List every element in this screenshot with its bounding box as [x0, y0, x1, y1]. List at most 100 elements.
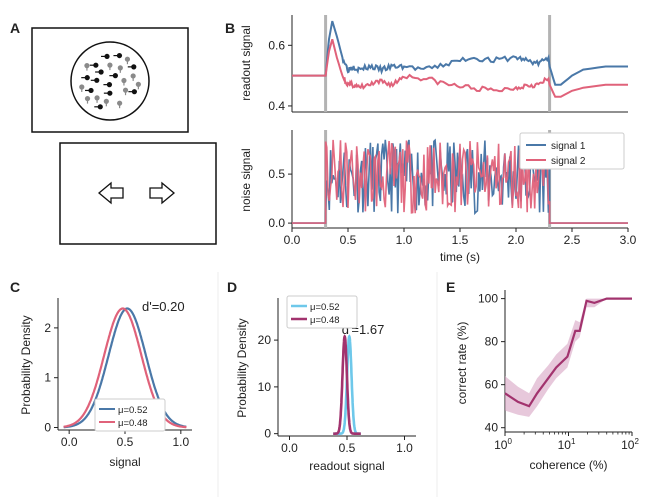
- dot: [117, 100, 123, 106]
- panel-label-c: C: [10, 279, 20, 295]
- dot: [98, 69, 104, 75]
- dot: [94, 95, 100, 101]
- correct-rate-line: [504, 297, 632, 408]
- dot: [122, 87, 129, 93]
- y-axis-label: correct rate (%): [455, 322, 469, 405]
- x-tick-label: 0.5: [339, 441, 356, 455]
- legend: μ=0.52 μ=0.48: [94, 398, 166, 432]
- coherence-performance-plot: 100 101 102 40 60 80 100 correct rate (%) cohere…: [455, 290, 639, 472]
- x-tick-label: 1.0: [172, 435, 189, 449]
- dot: [104, 53, 110, 60]
- signal-2-noise-line: [292, 139, 628, 224]
- dot: [94, 77, 100, 83]
- dot: [121, 77, 127, 84]
- legend-label: signal 1: [551, 141, 586, 152]
- y-tick-label: 10: [258, 380, 272, 394]
- signal-distribution-plot: 0.0 0.5 1.0 0 1 2 Probability Density signal d'=…: [19, 298, 192, 469]
- signal-1-readout-line: [292, 20, 628, 86]
- dot: [124, 56, 131, 62]
- x-tick-label: 102: [621, 437, 639, 452]
- right-arrow-icon: [149, 181, 176, 205]
- dot: [97, 104, 103, 110]
- x-axis-label: readout signal: [309, 459, 384, 473]
- dot: [84, 63, 90, 69]
- y-tick-label: 0.0: [268, 216, 285, 230]
- panel-a: [31, 27, 217, 245]
- y-tick-label: 60: [485, 378, 499, 392]
- dprime-annotation: d'=0.20: [142, 299, 185, 314]
- legend-label: μ=0.52: [310, 302, 340, 313]
- dot: [117, 65, 123, 71]
- y-axis-label: noise signal: [239, 148, 253, 211]
- x-axis-label: time (s): [440, 250, 480, 264]
- panel-label-a: A: [10, 20, 20, 36]
- dot: [112, 73, 118, 79]
- y-tick-label: 1: [44, 371, 51, 385]
- curve-mu-048: [63, 307, 187, 429]
- signal-2-readout-line: [292, 38, 628, 98]
- x-axis-label: signal: [109, 455, 140, 469]
- y-tick-label: 0: [264, 427, 271, 441]
- choice-screen: [59, 142, 217, 245]
- x-tick-label: 1.5: [452, 233, 469, 247]
- dot: [84, 75, 90, 81]
- dot: [107, 62, 113, 68]
- legend-label: signal 2: [551, 156, 586, 167]
- y-tick-label: 20: [258, 333, 272, 347]
- dot: [135, 81, 141, 87]
- x-tick-label: 0.5: [340, 233, 357, 247]
- panel-label-e: E: [446, 279, 455, 295]
- legend: signal 1 signal 2: [519, 132, 625, 170]
- x-tick-label: 1.0: [396, 441, 413, 455]
- y-tick-label: 40: [485, 421, 499, 435]
- x-axis-label: coherence (%): [529, 458, 607, 472]
- y-tick-label: 100: [478, 292, 498, 306]
- x-tick-label: 3.0: [620, 233, 637, 247]
- dot: [131, 64, 137, 70]
- y-axis-label: Probability Density: [19, 315, 33, 414]
- dot: [130, 73, 136, 79]
- confidence-band: [505, 298, 632, 417]
- y-axis-label: Probability Density: [235, 318, 249, 417]
- dot: [103, 98, 109, 104]
- dot: [106, 82, 113, 88]
- y-tick-label: 0: [44, 421, 51, 435]
- x-tick-label: 0.0: [281, 441, 298, 455]
- x-tick-label: 101: [558, 437, 576, 452]
- y-tick-label: 2: [44, 321, 51, 335]
- legend-label: μ=0.48: [310, 315, 340, 326]
- dot: [131, 89, 137, 95]
- y-tick-label: 80: [485, 335, 499, 349]
- x-tick-label: 2.5: [564, 233, 581, 247]
- dot: [88, 87, 94, 94]
- y-tick-label: 0.6: [268, 38, 285, 52]
- legend-label: μ=0.52: [118, 405, 148, 416]
- dot: [116, 52, 123, 59]
- aperture-circle: [70, 41, 150, 121]
- panel-label-d: D: [227, 279, 237, 295]
- panel-label-b: B: [225, 20, 235, 36]
- motion-stimulus-screen: [31, 27, 189, 133]
- x-tick-label: 100: [494, 437, 512, 452]
- readout-signal-plot: 0.4 0.6 readout signal: [239, 15, 628, 113]
- moving-dots: [79, 52, 141, 110]
- left-arrow-icon: [97, 181, 124, 205]
- legend-label: μ=0.48: [118, 418, 148, 429]
- y-axis-label: readout signal: [239, 25, 253, 100]
- y-tick-label: 0.4: [268, 99, 285, 113]
- readout-distribution-plot: 0.0 0.5 1.0 0 10 20 Probability Density readout…: [235, 295, 416, 473]
- legend: μ=0.52 μ=0.48: [286, 295, 358, 329]
- x-tick-label: 0.5: [117, 435, 134, 449]
- dot: [93, 62, 99, 68]
- x-tick-label: 1.0: [396, 233, 413, 247]
- dot: [84, 95, 91, 102]
- x-tick-label: 0.0: [284, 233, 301, 247]
- noise-signal-plot: 0.0 0.5 1.0 1.5 2.0 2.5 3.0 0.0 0.5 noise signal t…: [239, 130, 637, 264]
- dot: [79, 84, 85, 90]
- x-tick-label: 0.0: [61, 435, 78, 449]
- dot: [107, 90, 113, 96]
- curve-mu-048: [333, 334, 361, 435]
- x-tick-label: 2.0: [508, 233, 525, 247]
- y-tick-label: 0.5: [268, 167, 285, 181]
